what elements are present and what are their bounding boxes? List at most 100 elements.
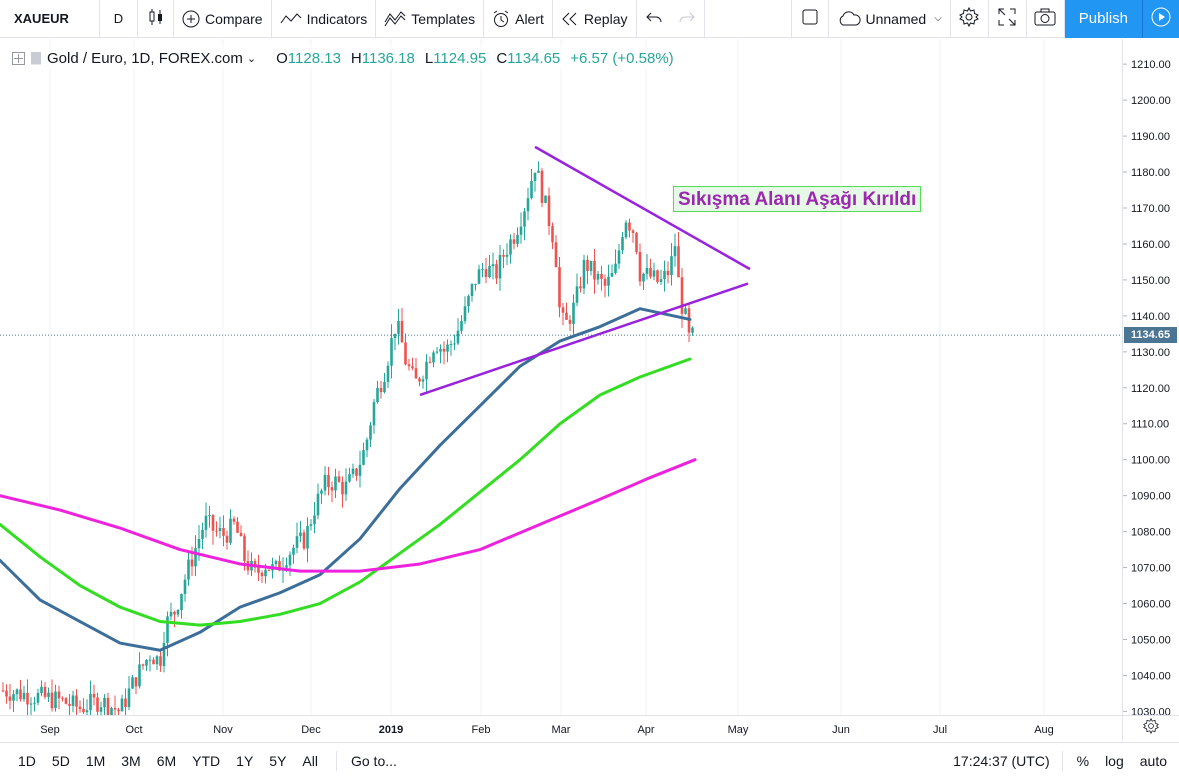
layout-name-button[interactable]: Unnamed ⌵ — [829, 0, 951, 38]
candle — [208, 505, 211, 528]
candle — [586, 255, 589, 285]
candle — [432, 350, 435, 368]
alert-button[interactable]: Alert — [484, 0, 553, 38]
legend-title[interactable]: Gold / Euro, 1D, FOREX.com — [47, 49, 243, 67]
candle — [330, 481, 334, 503]
chart-pane[interactable] — [0, 39, 1122, 715]
candle — [124, 688, 127, 715]
time-tick-label: Apr — [637, 724, 654, 736]
range-button-5d[interactable]: 5D — [51, 752, 70, 769]
templates-icon — [384, 10, 406, 28]
fullscreen-button[interactable] — [989, 0, 1027, 38]
publish-button[interactable]: Publish — [1064, 0, 1143, 38]
auto-scale-toggle[interactable]: auto — [1139, 752, 1167, 769]
templates-button[interactable]: Templates — [376, 0, 485, 38]
clock-display[interactable]: 17:24:37 (UTC) — [941, 750, 1063, 771]
price-tick-label: 1050.00 — [1131, 634, 1171, 646]
bar-style-button[interactable] — [138, 0, 174, 38]
candle — [117, 707, 120, 715]
candle — [348, 467, 351, 483]
candle — [474, 283, 477, 291]
compare-button[interactable]: Compare — [174, 0, 272, 38]
redo-button[interactable] — [671, 0, 705, 38]
chart-canvas[interactable] — [0, 39, 1122, 715]
candles — [1, 161, 694, 715]
time-tick-label: Aug — [1034, 724, 1054, 736]
time-axis[interactable]: Sep Oct Nov Dec 2019 Feb Mar Apr May Jun Jul Aug — [0, 715, 1122, 741]
settings-button[interactable] — [951, 0, 989, 38]
range-button-all[interactable]: All — [302, 752, 318, 769]
candle — [355, 467, 358, 481]
candle — [89, 680, 92, 715]
candle — [687, 304, 691, 343]
log-scale-toggle[interactable]: log — [1105, 752, 1124, 769]
candle — [512, 232, 516, 250]
chevron-down-icon[interactable]: ⌄ — [246, 52, 257, 65]
candle — [159, 649, 162, 672]
candle — [306, 517, 309, 563]
select-layout-button[interactable] — [790, 0, 829, 38]
candle — [470, 283, 474, 302]
price-tick-label: 1030.00 — [1131, 706, 1171, 715]
time-axis-labels: Sep Oct Nov Dec 2019 Feb Mar Apr May Jun Jul Aug — [40, 724, 1054, 736]
close-value: 1134.65 — [507, 49, 561, 67]
range-button-1m[interactable]: 1M — [85, 752, 106, 769]
undo-button[interactable] — [637, 0, 671, 38]
axis-settings-button[interactable] — [1122, 715, 1179, 741]
range-button-1d[interactable]: 1D — [18, 752, 36, 769]
candle — [617, 244, 621, 270]
candle — [176, 609, 180, 618]
candle — [173, 610, 176, 628]
candle — [628, 218, 631, 238]
range-button-ytd[interactable]: YTD — [192, 752, 221, 769]
price-axis[interactable]: 1030.00 1040.00 1050.00 1060.00 1070.00 1080.… — [1122, 39, 1179, 718]
gear-icon — [959, 6, 980, 30]
candle — [145, 659, 148, 671]
candle — [236, 517, 239, 534]
price-tick-label: 1140.00 — [1131, 311, 1170, 323]
replay-button[interactable]: Replay — [553, 0, 637, 38]
candle — [71, 690, 75, 713]
candle — [372, 399, 376, 434]
goto-date-button[interactable]: Go to... — [335, 750, 411, 771]
collapse-legend-icon[interactable] — [12, 51, 25, 65]
candle — [491, 252, 495, 280]
candle — [526, 187, 530, 221]
alarm-clock-icon — [492, 10, 510, 28]
candle — [313, 502, 316, 534]
candle — [400, 307, 404, 343]
candle — [575, 273, 579, 307]
candle — [288, 551, 292, 576]
candle — [166, 611, 169, 657]
symbol-search-button[interactable]: XAUEUR — [0, 0, 100, 38]
indicators-button[interactable]: Indicators — [272, 0, 377, 38]
candle — [204, 502, 208, 538]
range-button-5y[interactable]: 5Y — [269, 752, 287, 769]
candle — [320, 488, 323, 504]
range-button-1y[interactable]: 1Y — [236, 752, 254, 769]
range-button-3m[interactable]: 3M — [121, 752, 141, 769]
snapshot-button[interactable] — [1027, 0, 1065, 38]
candle — [232, 516, 236, 525]
toolbar-spacer — [705, 0, 791, 38]
annotation-text[interactable]: Sıkışma Alanı Aşağı Kırıldı — [673, 186, 922, 212]
price-tick-label: 1110.00 — [1131, 419, 1169, 431]
play-button[interactable] — [1143, 0, 1179, 38]
templates-label: Templates — [411, 10, 476, 27]
time-tick-label: Nov — [213, 724, 233, 736]
candle — [82, 698, 85, 715]
last-price-badge: 1134.65 — [1124, 327, 1177, 344]
candle — [194, 535, 197, 577]
interval-button[interactable]: D — [100, 0, 138, 38]
candle — [376, 380, 379, 404]
price-tick-label: 1130.00 — [1131, 347, 1170, 359]
candle — [239, 525, 243, 537]
candle — [572, 294, 575, 335]
percent-scale-toggle[interactable]: % — [1076, 752, 1090, 769]
undo-icon — [645, 11, 662, 27]
candle — [397, 308, 400, 345]
range-button-6m[interactable]: 6M — [156, 752, 177, 769]
candle — [22, 685, 26, 702]
candle — [540, 168, 544, 208]
candle — [155, 654, 159, 671]
